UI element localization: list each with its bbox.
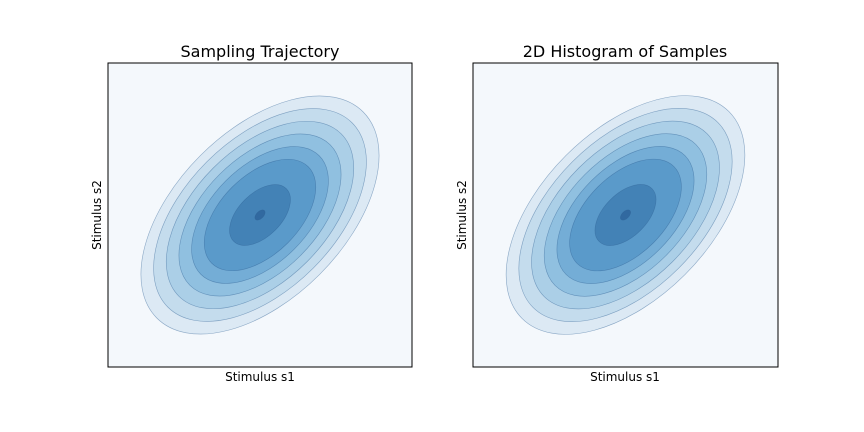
contour-level-2	[153, 108, 367, 322]
plot-background	[473, 63, 778, 367]
contour-level-7	[594, 184, 657, 246]
plot-background	[108, 63, 412, 367]
panel-title: 2D Histogram of Samples	[523, 42, 728, 61]
contour-level-7	[229, 184, 291, 246]
y-axis-label: Stimulus s2	[455, 180, 469, 250]
x-axis-label: Stimulus s1	[590, 370, 660, 384]
contour-level-6	[569, 158, 682, 272]
contour-level-5	[556, 146, 695, 284]
contour-level-8	[254, 209, 266, 221]
contour-level-8	[620, 209, 631, 221]
contour-level-1	[505, 95, 746, 335]
contour-level-5	[191, 146, 329, 284]
contour-level-4	[178, 133, 342, 297]
contour-group	[505, 95, 746, 335]
contour-level-6	[203, 158, 317, 272]
contour-group	[140, 95, 380, 335]
sampling-trajectory-panel: Sampling Trajectory Stimulus s1 Stimulus…	[90, 42, 413, 384]
x-axis-label: Stimulus s1	[225, 370, 295, 384]
contour-level-1	[140, 95, 380, 335]
histogram-panel: 2D Histogram of Samples Stimulus s1 Stim…	[455, 42, 779, 384]
plot-frame	[472, 62, 779, 368]
contour-level-2	[518, 108, 733, 322]
plot-frame	[107, 62, 413, 368]
y-axis-label: Stimulus s2	[90, 180, 104, 250]
contour-level-3	[165, 120, 355, 310]
contour-level-4	[543, 133, 708, 297]
contour-level-3	[531, 120, 720, 310]
panel-title: Sampling Trajectory	[181, 42, 340, 61]
